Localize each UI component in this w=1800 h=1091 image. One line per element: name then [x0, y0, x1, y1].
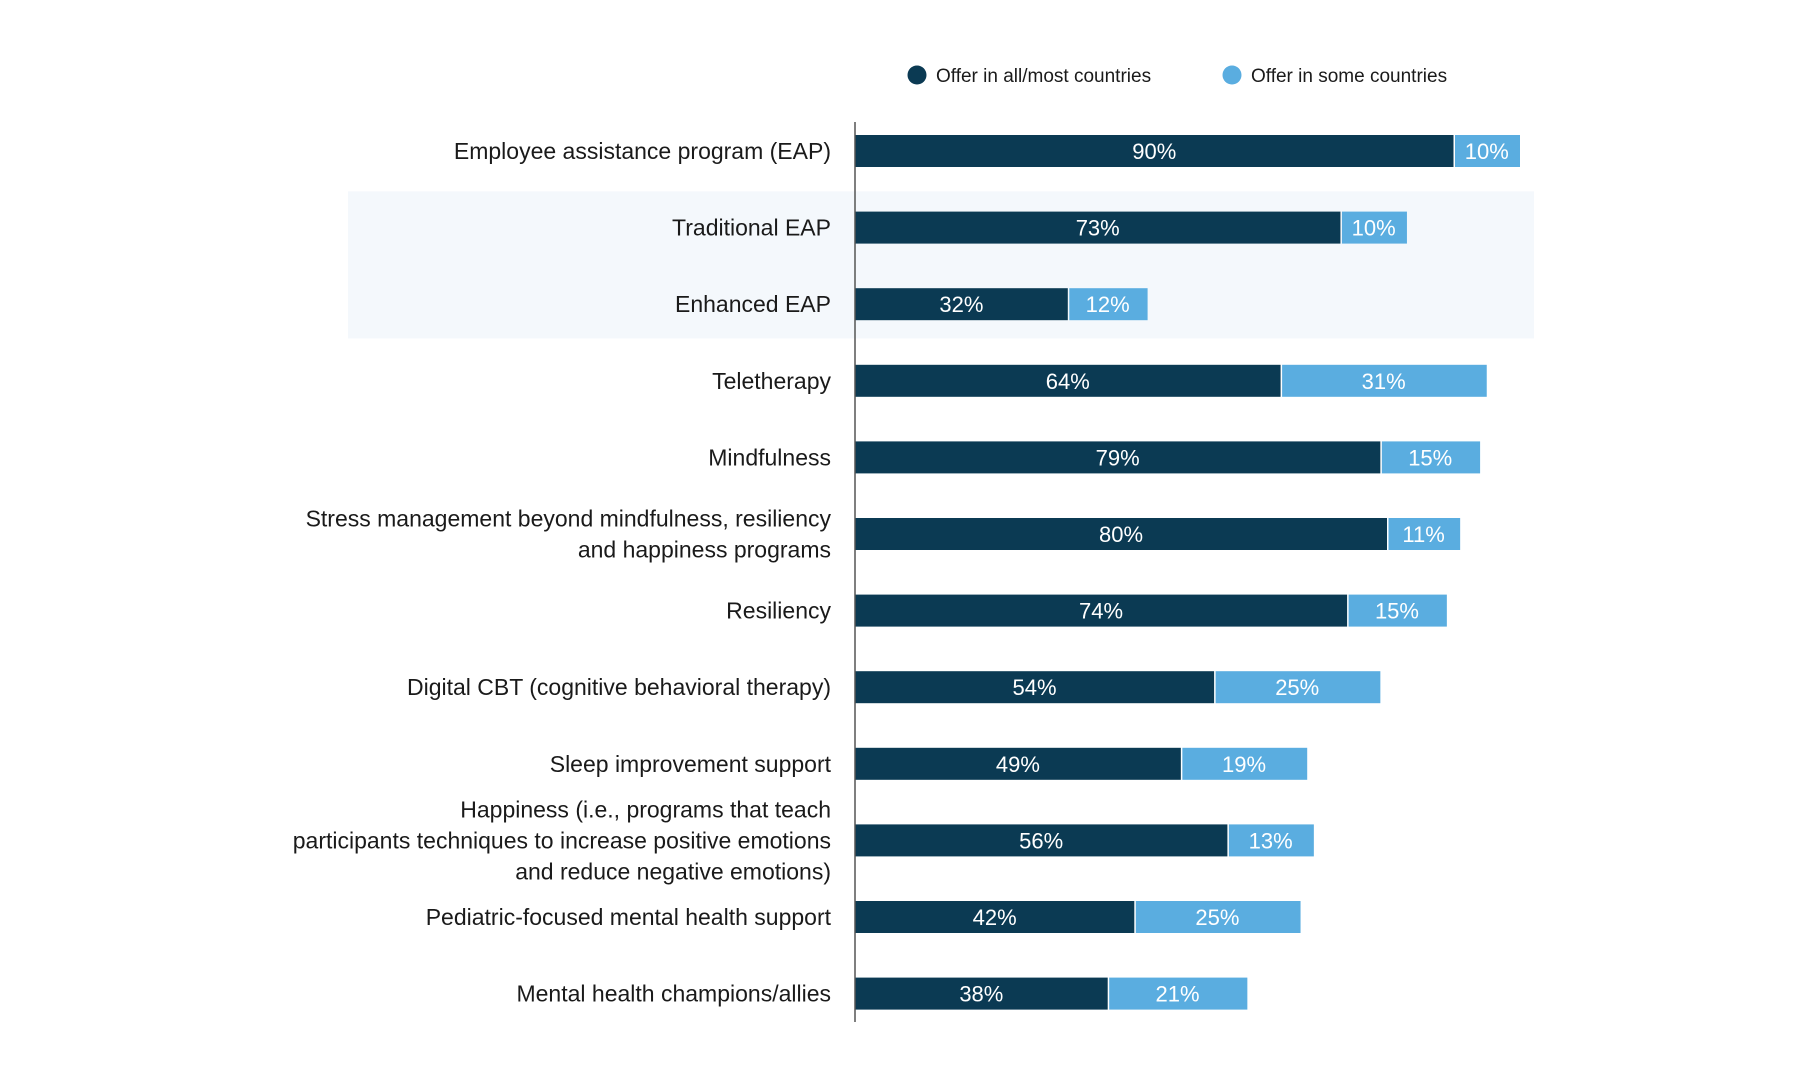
bar-all-most: [855, 747, 1181, 780]
category-label: Stress management beyond mindfulness, re…: [306, 506, 832, 563]
bar-label-all-most: 80%: [1099, 522, 1143, 547]
category-label: Mindfulness: [708, 444, 831, 470]
category-label-line: Happiness (i.e., programs that teach: [460, 796, 831, 822]
bar-label-some: 25%: [1195, 905, 1239, 930]
category-label: Sleep improvement support: [550, 751, 832, 777]
category-label: Digital CBT (cognitive behavioral therap…: [407, 674, 831, 700]
bar-label-all-most: 64%: [1046, 369, 1090, 394]
bar-some: [1348, 594, 1447, 627]
category-label-line: Teletherapy: [712, 368, 831, 394]
legend: Offer in all/most countries Offer in some…: [907, 65, 1447, 87]
bar-all-most: [855, 441, 1381, 474]
legend-marker-some: [1222, 65, 1242, 85]
bar-some: [1228, 824, 1314, 857]
bar-some: [1388, 518, 1461, 550]
category-label-line: Mental health champions/allies: [516, 981, 831, 1007]
category-label-line: Stress management beyond mindfulness, re…: [306, 506, 832, 532]
bar-some: [1282, 364, 1487, 397]
category-label: Enhanced EAP: [675, 291, 831, 317]
bar-label-some: 15%: [1408, 445, 1452, 470]
category-labels-layer: Employee assistance program (EAP) Traditi…: [293, 138, 832, 1007]
category-label-line: Traditional EAP: [672, 215, 831, 241]
bar-label-some: 11%: [1402, 522, 1444, 547]
category-label: Pediatric-focused mental health support: [426, 904, 832, 930]
bar-all-most: [855, 211, 1341, 244]
bar-label-all-most: 79%: [1096, 445, 1140, 470]
category-label-line: participants techniques to increase posi…: [293, 827, 831, 853]
bar-label-some: 15%: [1375, 599, 1419, 624]
bar-some: [1109, 977, 1248, 1010]
bar-all-most: [855, 977, 1108, 1010]
bar-label-all-most: 42%: [973, 905, 1017, 930]
bar-label-all-most: 38%: [959, 982, 1003, 1007]
bar-label-some: 31%: [1362, 369, 1406, 394]
category-label: Mental health champions/allies: [516, 981, 831, 1007]
bar-label-all-most: 56%: [1019, 828, 1063, 853]
category-label-line: Pediatric-focused mental health support: [426, 904, 832, 930]
category-label-line: and reduce negative emotions): [515, 858, 831, 884]
legend-marker-all-most: [907, 65, 927, 85]
category-label-line: and happiness programs: [578, 537, 831, 563]
category-label-line: Enhanced EAP: [675, 291, 831, 317]
bar-all-most: [855, 594, 1348, 627]
bar-all-most: [855, 671, 1215, 704]
bar-some: [1135, 901, 1301, 933]
bar-label-all-most: 54%: [1013, 675, 1057, 700]
bar-all-most: [855, 288, 1068, 321]
bar-some: [1215, 671, 1381, 704]
category-label: Traditional EAP: [672, 215, 831, 241]
category-label-line: Mindfulness: [708, 444, 831, 470]
bar-label-all-most: 90%: [1132, 139, 1176, 164]
legend-label-all-most: Offer in all/most countries: [936, 66, 1151, 87]
bar-some: [1069, 288, 1148, 321]
bar-some: [1455, 135, 1520, 167]
bar-all-most: [855, 824, 1228, 857]
bar-label-some: 19%: [1222, 752, 1266, 777]
bar-some: [1381, 441, 1481, 474]
category-label-line: Digital CBT (cognitive behavioral therap…: [407, 674, 831, 700]
bar-label-some: 10%: [1465, 139, 1509, 164]
category-label: Happiness (i.e., programs that teach part…: [293, 796, 831, 884]
bar-some: [1182, 747, 1308, 780]
category-label: Teletherapy: [712, 368, 831, 394]
category-label: Employee assistance program (EAP): [454, 138, 831, 164]
bar-all-most: [855, 901, 1135, 933]
bar-label-some: 21%: [1156, 982, 1200, 1007]
bar-all-most: [855, 135, 1454, 167]
category-label-line: Sleep improvement support: [550, 751, 832, 777]
bar-all-most: [855, 518, 1387, 550]
bar-some: [1341, 211, 1407, 244]
bar-label-all-most: 73%: [1076, 216, 1120, 241]
bar-all-most: [855, 364, 1281, 397]
category-label-line: Resiliency: [726, 598, 831, 624]
bar-label-some: 25%: [1275, 675, 1319, 700]
bar-label-some: 13%: [1249, 828, 1293, 853]
bar-label-all-most: 32%: [939, 292, 983, 317]
bar-label-all-most: 49%: [996, 752, 1040, 777]
bars-layer: 90% 10% 73% 10% 32% 12% 64% 31% 79% 15% 80% 11% 74% 1…: [855, 135, 1520, 1010]
bar-label-some: 10%: [1352, 216, 1396, 241]
category-label-line: Employee assistance program (EAP): [454, 138, 831, 164]
bar-label-some: 12%: [1086, 292, 1130, 317]
bar-label-all-most: 74%: [1079, 599, 1123, 624]
legend-label-some: Offer in some countries: [1251, 66, 1447, 87]
category-label: Resiliency: [726, 598, 831, 624]
